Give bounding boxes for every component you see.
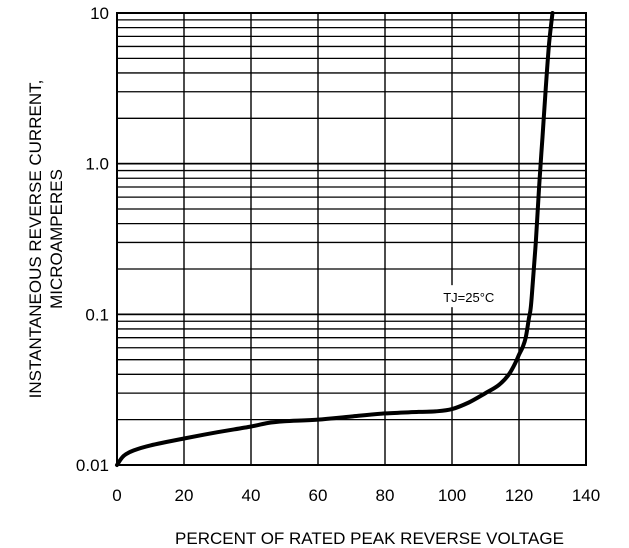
y-tick-label: 0.1 xyxy=(85,305,109,324)
x-tick-label: 80 xyxy=(376,486,395,505)
y-tick-label: 10 xyxy=(90,4,109,23)
y-tick-label: 0.01 xyxy=(76,456,109,475)
x-tick-label: 20 xyxy=(175,486,194,505)
y-axis-title-line-2: MICROAMPERES xyxy=(47,169,66,309)
tick-labels: 0 20 40 60 80 100 120 140 0.01 0.1 1.0 10 xyxy=(76,4,600,505)
annotations: TJ=25°C xyxy=(428,285,509,308)
plot-frame xyxy=(116,12,587,466)
y-axis-title-line-1: INSTANTANEOUS REVERSE CURRENT, xyxy=(26,80,45,399)
x-tick-label: 0 xyxy=(112,486,121,505)
x-tick-label: 60 xyxy=(309,486,328,505)
x-tick-label: 40 xyxy=(242,486,261,505)
series xyxy=(115,11,555,467)
reverse-current-curve xyxy=(115,11,555,467)
y-axis-title: INSTANTANEOUS REVERSE CURRENT, MICROAMPE… xyxy=(26,80,66,399)
y-tick-label: 1.0 xyxy=(85,155,109,174)
x-axis-title: PERCENT OF RATED PEAK REVERSE VOLTAGE xyxy=(175,529,564,548)
grid xyxy=(117,13,586,465)
annotation-background xyxy=(428,285,509,308)
temperature-annotation: TJ=25°C xyxy=(443,290,494,305)
x-tick-label: 100 xyxy=(438,486,466,505)
x-tick-label: 140 xyxy=(572,486,600,505)
x-tick-label: 120 xyxy=(505,486,533,505)
